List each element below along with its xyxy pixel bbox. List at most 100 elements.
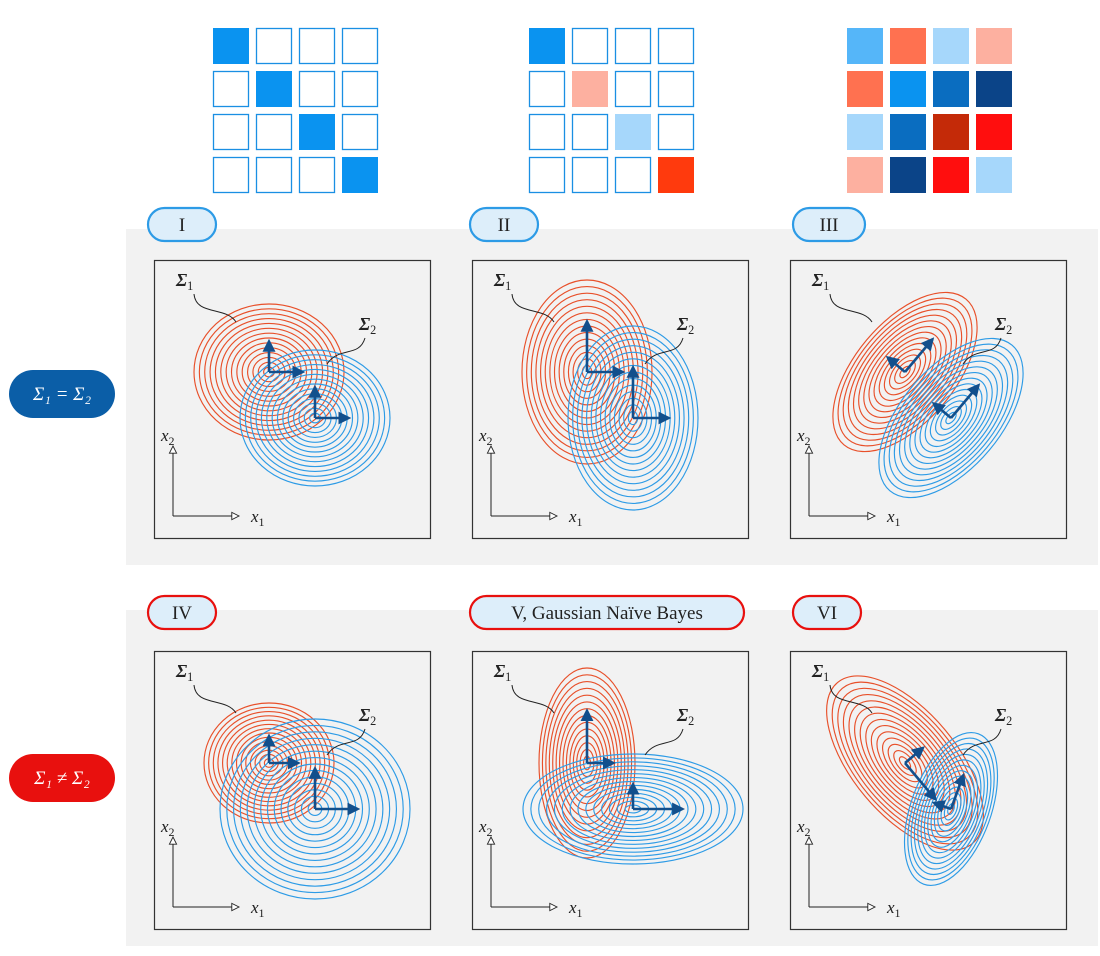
sigma1-leader <box>193 293 237 323</box>
contour-line <box>255 363 375 473</box>
matrix-cell <box>212 156 250 194</box>
contour-line <box>878 337 1024 499</box>
contour-line <box>212 710 326 816</box>
sigma2-leader <box>644 337 684 365</box>
matrix-cell <box>255 27 293 65</box>
contour-line <box>837 297 973 447</box>
contour-line <box>250 359 380 477</box>
contour-line <box>276 383 354 453</box>
sigma2-leader <box>962 728 1002 756</box>
contour-line <box>217 715 321 811</box>
contour-line <box>239 349 391 487</box>
contour-line <box>225 332 313 412</box>
contour-line <box>541 674 633 852</box>
panel-frame <box>153 650 432 931</box>
matrix-cell <box>847 114 883 150</box>
matrix-cell <box>341 27 379 65</box>
contour-line <box>522 753 744 865</box>
contour-line <box>226 723 312 803</box>
matrix-cell <box>976 157 1012 193</box>
sigma2-contours <box>522 753 744 865</box>
contour-line <box>220 327 318 417</box>
contour-line <box>246 744 384 874</box>
matrix-cell <box>614 27 652 65</box>
contour-line <box>572 331 694 505</box>
sigma2-contours <box>878 337 1024 499</box>
contour-line <box>909 371 993 465</box>
x2-axis-label: x2 <box>796 426 811 448</box>
eigenvector-arrow <box>904 746 925 764</box>
matrix-cell <box>657 70 695 108</box>
sigma1-axes <box>580 318 626 379</box>
sigma2-axes <box>931 772 966 813</box>
contour-line <box>577 780 689 838</box>
sigma2-leader <box>326 337 366 365</box>
contour-line <box>888 349 1014 487</box>
sigma1-leader <box>829 293 873 323</box>
eigenvector-arrow <box>904 337 935 373</box>
contour-line <box>253 750 377 868</box>
contour-line <box>913 748 989 870</box>
panel-5: V, Gaussian Naïve Bayes x1 x2 Σ1 Σ2 <box>468 594 750 931</box>
panel-label: VI <box>817 603 837 624</box>
eigenvector-arrow <box>904 762 938 802</box>
matrix-cell <box>976 114 1012 150</box>
contour-line <box>842 303 968 441</box>
panel-4: IV x1 x2 Σ1 Σ2 <box>146 594 432 931</box>
matrix-cell <box>658 157 694 193</box>
contour-line <box>548 687 626 839</box>
contour-line <box>538 761 728 857</box>
x2-axis-label: x2 <box>160 426 175 448</box>
contour-line <box>848 700 962 826</box>
contour-line <box>232 731 398 887</box>
sigma1-axes <box>904 746 938 802</box>
panel-pill <box>468 206 540 243</box>
eigenvector-arrow <box>885 355 906 373</box>
sigma2-leader <box>326 728 366 756</box>
matrix-cell <box>572 71 608 107</box>
matrix-cell <box>212 70 250 108</box>
contour-line <box>219 718 411 900</box>
matrix-cell <box>933 71 969 107</box>
sigma2-label: Σ2 <box>676 314 694 337</box>
matrix-cell <box>890 157 926 193</box>
eigenvector-arrow <box>931 800 952 813</box>
panel-3: III x1 x2 Σ1 Σ2 <box>789 206 1068 540</box>
panel-label: I <box>179 215 185 236</box>
matrix-cell <box>299 114 335 150</box>
contour-line <box>266 373 364 463</box>
panel-label: IV <box>172 603 192 624</box>
panel-pill <box>468 594 746 631</box>
matrix-cell <box>933 28 969 64</box>
matrix-cell <box>933 114 969 150</box>
sigma2-label: Σ2 <box>358 705 376 728</box>
sigma1-label: Σ1 <box>811 661 829 684</box>
panel-frame <box>153 259 432 540</box>
contour-line <box>271 378 359 458</box>
sigma2-label: Σ2 <box>994 314 1012 337</box>
sigma2-label: Σ2 <box>676 705 694 728</box>
panel-pill <box>146 594 218 631</box>
contour-line <box>260 368 370 468</box>
sigma1-leader <box>829 684 873 714</box>
matrix-cell <box>847 28 883 64</box>
matrix-cell <box>212 113 250 151</box>
matrix-cell <box>528 113 566 151</box>
contour-line <box>260 756 370 862</box>
matrix-cell <box>571 113 609 151</box>
contour-line <box>585 351 681 485</box>
panel-label: V, Gaussian Naïve Bayes <box>511 603 703 624</box>
matrix-cell <box>255 113 293 151</box>
contour-line <box>910 742 992 876</box>
sigma1-axes <box>885 337 935 373</box>
matrix-diagonal-different-variance <box>528 27 695 194</box>
sigma2-axes <box>308 384 352 425</box>
eigenvector-arrow <box>950 383 981 419</box>
sigma1-label: Σ1 <box>811 270 829 293</box>
sigma2-label: Σ2 <box>358 314 376 337</box>
matrix-diagonal-equal-variance <box>212 27 379 194</box>
x1-axis-label: x1 <box>250 898 265 920</box>
matrix-cell <box>933 157 969 193</box>
sigma2-axes <box>626 364 672 425</box>
contour-line <box>854 706 956 820</box>
